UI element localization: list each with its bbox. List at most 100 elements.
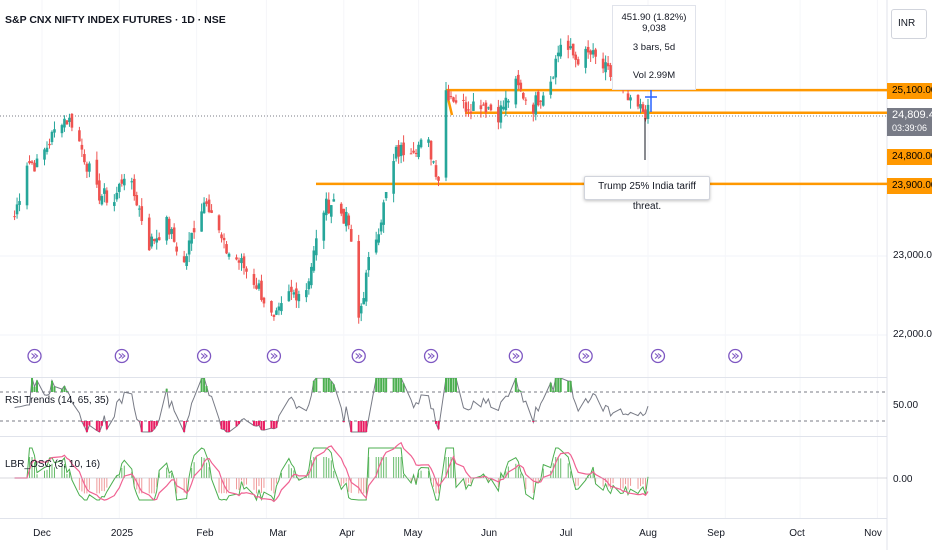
osc-indicator-label[interactable]: LBR_OSC (3, 10, 16) <box>5 459 101 470</box>
fast-forward-glyph <box>270 353 278 359</box>
candle-body <box>272 314 276 317</box>
candle-body <box>449 96 453 98</box>
candle-body <box>357 241 361 318</box>
fast-forward-glyph <box>31 353 39 359</box>
pane-divider-rsi[interactable] <box>0 377 887 378</box>
candle-body <box>245 268 248 272</box>
x-tick-jul: Jul <box>559 528 573 539</box>
candle-body <box>255 285 258 289</box>
candle-body <box>98 180 101 201</box>
candle-body <box>464 102 468 112</box>
candle-body <box>257 283 261 289</box>
candle-body <box>469 111 473 113</box>
candle-body <box>262 297 266 304</box>
candle-body <box>377 234 380 243</box>
candle-body <box>571 43 575 56</box>
rsi-indicator-label[interactable]: RSI Trends (14, 65, 35) <box>5 395 109 406</box>
candle-body <box>25 165 29 206</box>
event-callout[interactable]: Trump 25% India tariff threat. <box>584 176 710 212</box>
candle-body <box>594 49 597 57</box>
candle-body <box>329 205 333 217</box>
candle-body <box>536 91 540 106</box>
candle-body <box>130 181 134 183</box>
candle-body <box>312 250 316 271</box>
rsi-y-tick: 50.00 <box>893 400 919 411</box>
candle-body <box>13 216 16 218</box>
candle-body <box>190 232 193 244</box>
fast-forward-glyph <box>427 353 435 359</box>
candle-body <box>290 286 293 292</box>
candle-body <box>454 100 458 103</box>
candle-body <box>589 50 592 55</box>
candle-body <box>554 58 558 78</box>
countdown-timer: 03:39:06 <box>892 123 928 133</box>
candle-body <box>182 256 186 263</box>
candle-body <box>504 97 508 111</box>
candle-body <box>502 106 505 110</box>
tooltip-change: 451.90 (1.82%) 9,038 <box>621 12 687 34</box>
candle-body <box>200 211 203 232</box>
candle-body <box>447 90 450 100</box>
y-tick-22000: 22,000.00 <box>893 329 932 340</box>
candle-body <box>417 144 420 158</box>
level-label-25100[interactable]: 25,100.00 <box>887 83 932 99</box>
candle-body <box>379 222 383 232</box>
fast-forward-glyph <box>118 353 126 359</box>
candle-body <box>277 306 281 311</box>
candle-body <box>324 198 328 216</box>
candle-body <box>70 113 74 128</box>
x-tick-oct: Oct <box>789 528 805 539</box>
candle-body <box>606 63 610 67</box>
candle-body <box>517 74 520 86</box>
candle-body <box>437 176 440 181</box>
x-tick-jun: Jun <box>480 528 498 539</box>
candle-body <box>115 192 119 200</box>
candle-body <box>549 81 553 95</box>
symbol-title[interactable]: S&P CNX NIFTY INDEX FUTURES · 1D · NSE <box>5 14 226 26</box>
candle-body <box>235 257 238 260</box>
x-tick-mar: Mar <box>269 528 287 539</box>
candle-body <box>482 104 485 106</box>
currency-selector[interactable]: INR <box>891 9 927 39</box>
candle-body <box>399 144 403 157</box>
candle-body <box>45 147 49 152</box>
x-tick-sep: Sep <box>707 528 725 539</box>
current-price-label: 24,809.40 03:39:06 <box>887 108 932 136</box>
candle-body <box>287 291 291 302</box>
candle-body <box>414 152 418 154</box>
candle-body <box>152 239 156 242</box>
candle-body <box>48 143 51 146</box>
osc-y-tick: 0.00 <box>893 474 913 485</box>
candle-body <box>315 238 318 256</box>
candle-body <box>175 246 178 252</box>
candle-body <box>332 199 336 202</box>
candle-body <box>576 59 580 65</box>
x-tick-may: May <box>403 528 423 539</box>
level-label-24800[interactable]: 24,800.00 <box>887 149 932 165</box>
candle-body <box>327 199 331 214</box>
candle-body <box>113 202 116 206</box>
candle-body <box>489 104 493 111</box>
pane-divider-osc[interactable] <box>0 436 887 437</box>
candle-body <box>165 216 168 241</box>
candle-body <box>382 202 385 225</box>
candle-body <box>185 256 188 267</box>
candle-body <box>409 153 413 155</box>
candle-body <box>83 154 86 163</box>
candle-body <box>427 139 430 143</box>
candle-body <box>566 40 570 50</box>
level-label-23900[interactable]: 23,900.00 <box>887 178 932 194</box>
candle-body <box>292 292 296 295</box>
candle-body <box>394 146 398 159</box>
candle-body <box>217 215 221 231</box>
candle-body <box>479 105 483 110</box>
current-price-value: 24,809.40 <box>892 109 932 121</box>
x-tick-feb: Feb <box>196 528 214 539</box>
candle-body <box>569 46 572 49</box>
candle-body <box>359 305 363 314</box>
fast-forward-glyph <box>200 353 208 359</box>
candle-body <box>397 144 400 157</box>
candle-body <box>103 188 106 194</box>
